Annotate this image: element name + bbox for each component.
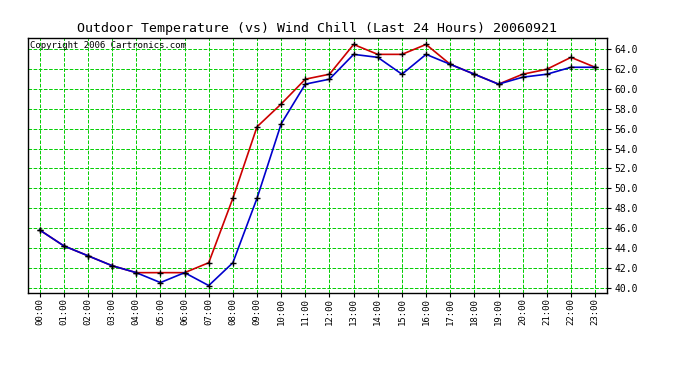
Text: Copyright 2006 Cartronics.com: Copyright 2006 Cartronics.com <box>30 41 186 50</box>
Title: Outdoor Temperature (vs) Wind Chill (Last 24 Hours) 20060921: Outdoor Temperature (vs) Wind Chill (Las… <box>77 22 558 35</box>
